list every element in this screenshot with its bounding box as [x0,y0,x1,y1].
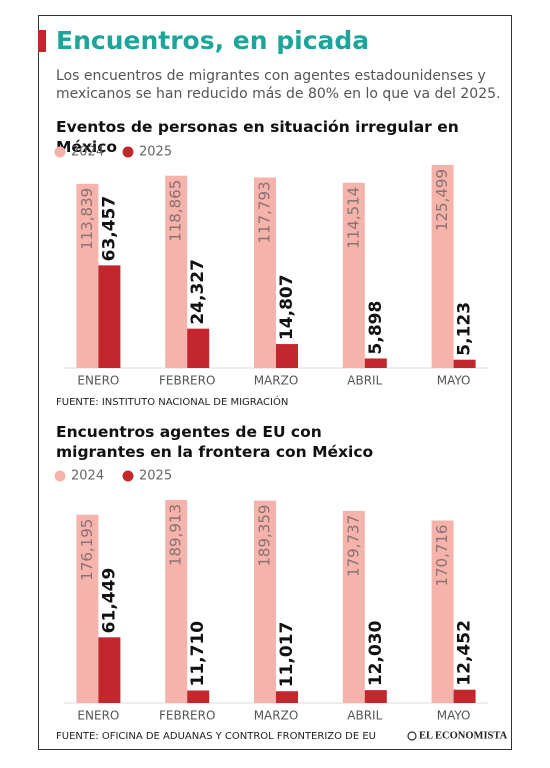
bar [364,358,387,368]
legend-swatch [122,470,134,482]
x-tick-label: FEBRERO [159,709,215,723]
frame [38,15,512,750]
logo: EL ECONOMISTA [419,730,508,741]
value-label: 11,710 [188,621,208,687]
logo-icon [407,731,417,741]
x-tick-label: MAYO [437,374,471,388]
value-label: 179,737 [344,515,362,577]
value-label: 118,865 [167,180,185,242]
bar [276,344,298,368]
value-label: 24,327 [188,259,208,325]
value-label: 5,123 [455,302,475,356]
bar [165,500,188,703]
legend-label: 2025 [139,145,172,160]
bar [76,183,99,368]
x-tick-label: FEBRERO [159,374,215,388]
legend-label: 2024 [71,469,104,484]
value-label: 170,716 [433,525,451,587]
subtitle: Los encuentros de migrantes con agentes … [56,68,501,102]
bar [431,520,454,703]
value-label: 125,499 [433,169,451,231]
value-label: 114,514 [344,187,362,249]
source: FUENTE: INSTITUTO NACIONAL DE MIGRACIÓN [56,395,288,408]
chart-title: Eventos de personas en situación irregul… [56,118,459,156]
x-tick-label: MAYO [437,709,471,723]
title: Encuentros, en picada [56,26,370,55]
bar [254,177,276,368]
x-tick-label: ENERO [77,709,119,723]
legend-swatch [54,470,66,482]
value-label: 113,839 [78,188,96,250]
title-tab [38,30,46,52]
bar [431,165,454,368]
bar [453,359,476,368]
bar [187,328,210,368]
value-label: 189,359 [256,505,274,567]
value-label: 11,017 [277,622,297,688]
legend-swatch [54,146,66,158]
x-tick-label: ABRIL [347,709,382,723]
value-label: 14,807 [277,274,297,340]
bar [364,690,387,703]
source: FUENTE: OFICINA DE ADUANAS Y CONTROL FRO… [56,731,376,742]
x-tick-label: ENERO [77,374,119,388]
bar [76,514,99,703]
value-label: 12,030 [366,620,386,686]
bar [254,500,276,703]
bar [98,637,121,703]
x-tick-label: MARZO [254,709,299,723]
bar [342,182,365,368]
bar [187,690,210,703]
value-label: 189,913 [167,504,185,566]
bar [276,691,298,703]
legend-label: 2025 [139,469,172,484]
value-label: 63,457 [99,196,119,262]
value-label: 61,449 [99,568,119,634]
value-label: 176,195 [78,519,96,581]
x-tick-label: MARZO [254,374,299,388]
bar [342,510,365,703]
x-tick-label: ABRIL [347,374,382,388]
bar [453,689,476,703]
value-label: 5,898 [366,301,386,355]
value-label: 117,793 [256,181,274,243]
bar [165,175,188,368]
chart-title: Encuentros agentes de EU con migrantes e… [56,423,374,461]
value-label: 12,452 [455,620,475,686]
bar [98,265,121,368]
legend-swatch [122,146,134,158]
legend-label: 2024 [71,145,104,160]
